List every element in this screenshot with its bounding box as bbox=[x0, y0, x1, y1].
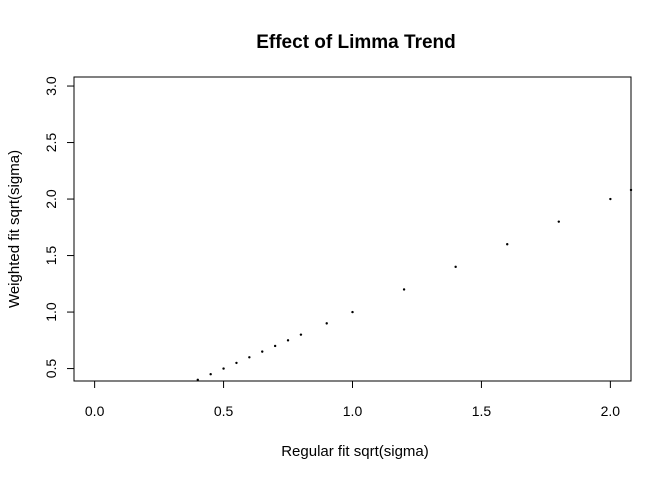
y-axis: 0.5 1.0 1.5 2.0 2.5 3.0 bbox=[43, 76, 75, 379]
x-tick-label: 1.5 bbox=[472, 403, 492, 419]
data-points bbox=[196, 188, 633, 382]
x-tick-label: 0.5 bbox=[214, 403, 234, 419]
data-point bbox=[261, 350, 264, 353]
data-point bbox=[557, 220, 560, 223]
data-point bbox=[196, 378, 199, 382]
data-point bbox=[248, 356, 251, 359]
plot-frame bbox=[73, 76, 632, 382]
data-point bbox=[235, 361, 238, 365]
data-point bbox=[351, 310, 354, 314]
y-tick-label: 2.0 bbox=[43, 189, 59, 209]
x-tick-label: 1.0 bbox=[343, 403, 363, 419]
chart-title: Effect of Limma Trend bbox=[256, 32, 456, 53]
x-tick-label: 2.0 bbox=[601, 403, 621, 419]
y-tick-label: 2.5 bbox=[43, 133, 59, 153]
data-point bbox=[609, 197, 612, 201]
data-point bbox=[629, 188, 633, 192]
data-point bbox=[273, 344, 277, 348]
data-point bbox=[506, 243, 509, 246]
y-tick-label: 0.5 bbox=[43, 359, 59, 379]
data-point bbox=[209, 373, 212, 376]
data-point bbox=[286, 339, 290, 342]
data-point bbox=[402, 288, 406, 291]
data-point bbox=[222, 367, 225, 370]
y-tick-label: 1.5 bbox=[43, 246, 59, 266]
y-tick-label: 3.0 bbox=[43, 76, 59, 96]
data-point bbox=[325, 322, 328, 325]
y-tick-label: 1.0 bbox=[43, 302, 59, 322]
x-axis: 0.0 0.5 1.0 1.5 2.0 bbox=[85, 380, 621, 419]
data-point bbox=[299, 333, 303, 336]
x-axis-label: Regular fit sqrt(sigma) bbox=[281, 443, 429, 460]
x-tick-label: 0.0 bbox=[85, 403, 105, 419]
y-axis-label: Weighted fit sqrt(sigma) bbox=[6, 150, 23, 308]
data-point bbox=[454, 265, 457, 269]
